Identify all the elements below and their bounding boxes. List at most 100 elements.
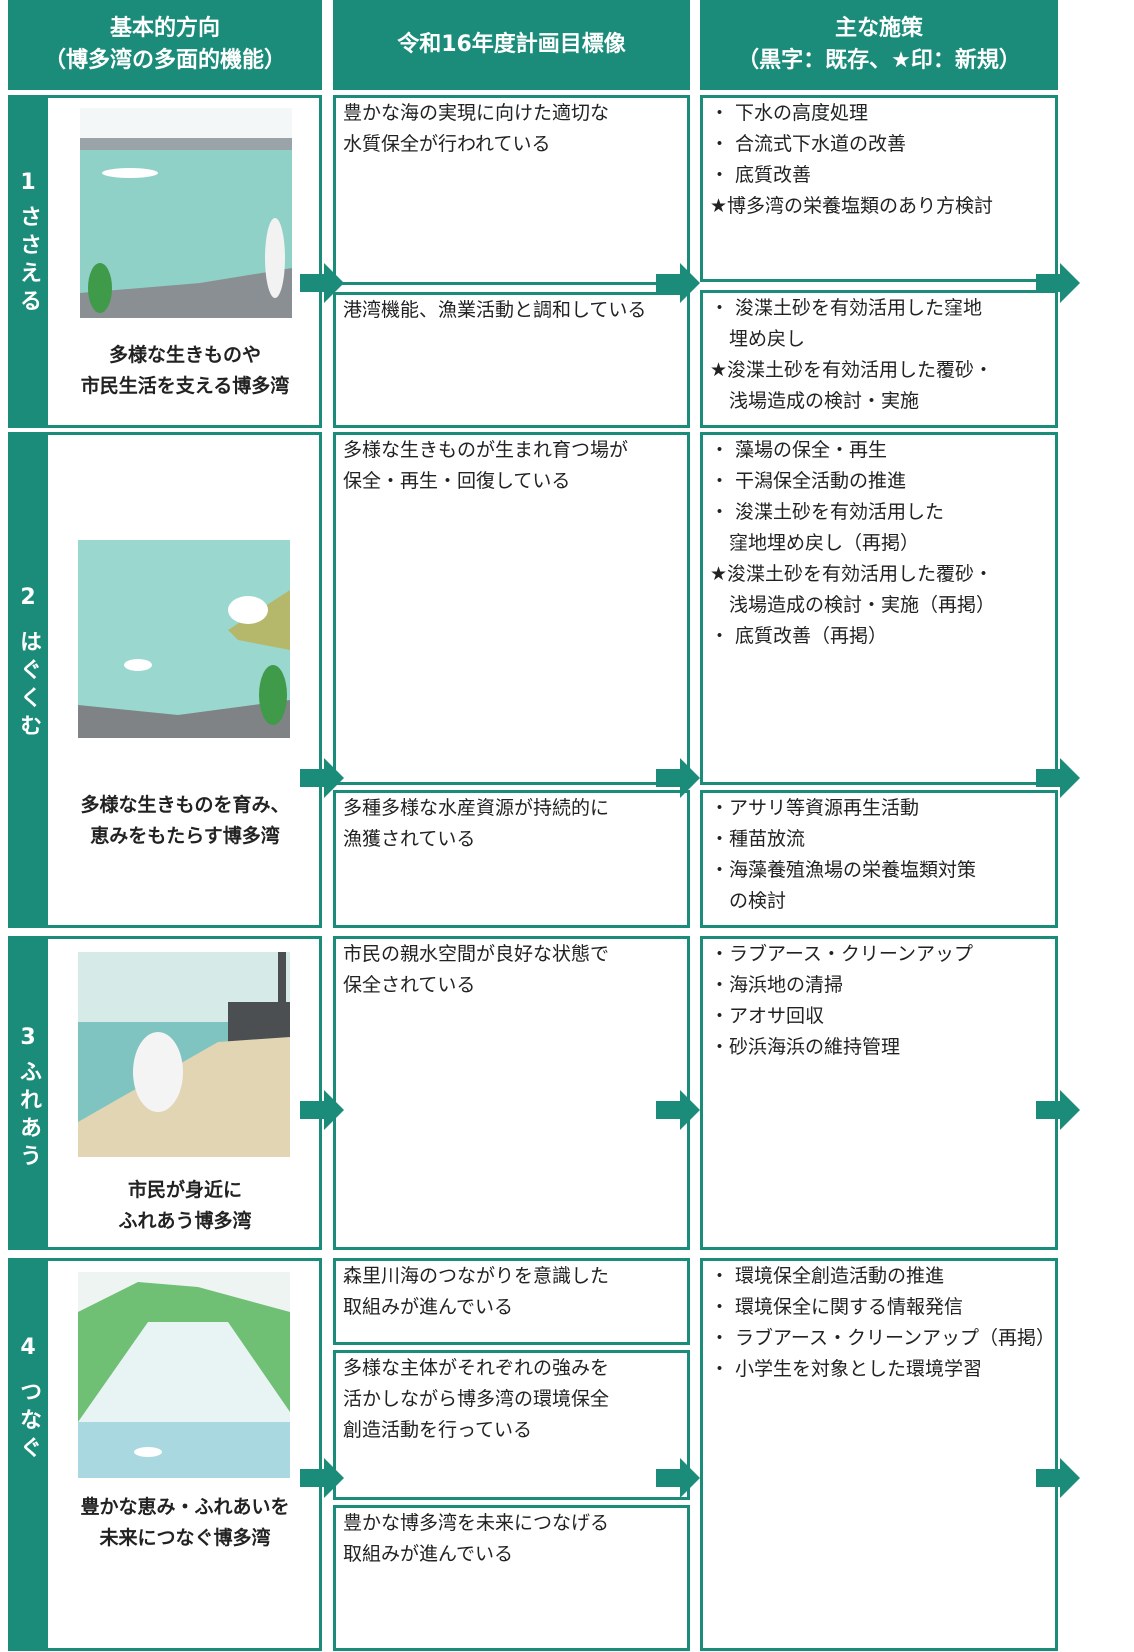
beach [78, 1037, 290, 1157]
measure-text: 窪地埋め戻し（再掲） [710, 532, 920, 554]
goal-box: 森里川海のつながりを意識した 取組みが進んでいる [333, 1258, 690, 1345]
illustration [80, 108, 292, 318]
goal-text: 活かしながら博多湾の環境保全 [343, 1388, 610, 1410]
measure-text: ・ ラブアース・クリーンアップ（再掲） [710, 1327, 1056, 1349]
seabed [80, 268, 292, 318]
caption-line: 市民生活を支える博多湾 [80, 375, 290, 397]
header-text: 令和16年度計画目標像 [397, 32, 626, 57]
row-number: 3 [20, 1025, 36, 1050]
goal-box: 多様な生きものが生まれ育つ場が 保全・再生・回復している [333, 432, 690, 785]
measure-box: ・ 藻場の保全・再生・ 干潟保全活動の推進・ 浚渫土砂を有効活用した 窪地埋め戻… [700, 432, 1058, 785]
goal-text: 漁獲されている [343, 828, 476, 850]
measure-text: ・海浜地の清掃 [710, 974, 844, 996]
goal-text: 保全・再生・回復している [343, 470, 571, 492]
goal-text: 港湾機能、漁業活動と調和している [343, 299, 647, 321]
goal-text: 多様な主体がそれぞれの強みを [343, 1357, 610, 1379]
illustration [78, 952, 290, 1157]
measure-text: ・ 底質改善（再掲） [710, 625, 888, 647]
measure-box: ・ 下水の高度処理・ 合流式下水道の改善・ 底質改善 ★博多湾の栄養塩類のあり方検… [700, 95, 1058, 282]
seaweed [259, 665, 287, 725]
goal-text: 豊かな海の実現に向けた適切な [343, 102, 610, 124]
number-strip [8, 1258, 48, 1651]
caption-line: 多様な生きものや [108, 344, 261, 366]
header-text: （博多湾の多面的機能） [43, 48, 286, 73]
caption-line: 豊かな恵み・ふれあいを [80, 1496, 290, 1518]
measure-text: ・ 環境保全創造活動の推進 [710, 1265, 945, 1287]
goal-text: 水質保全が行われている [343, 133, 551, 155]
measure-text: の検討 [710, 890, 787, 912]
caption: 多様な生きものを育み、 恵みをもたらす博多湾 [48, 790, 322, 852]
measure-text: ・アオサ回収 [710, 1005, 825, 1027]
measure-text: ・ 干潟保全活動の推進 [710, 470, 907, 492]
caption-line: 恵みをもたらす博多湾 [90, 825, 280, 847]
caption-line: 市民が身近に [127, 1179, 242, 1201]
measure-text: ・ 環境保全に関する情報発信 [710, 1296, 964, 1318]
goal-text: 多様な生きものが生まれ育つ場が [343, 439, 629, 461]
measure-text: 浅場造成の検討・実施（再掲） [710, 594, 996, 616]
measure-text: ・ 合流式下水道の改善 [710, 133, 907, 155]
measure-text: ・海藻養殖漁場の栄養塩類対策 [710, 859, 977, 881]
row-label: ささえる [16, 205, 41, 317]
caption-line: ふれあう博多湾 [118, 1210, 252, 1232]
header-text: 基本的方向 [109, 16, 220, 41]
goal-box: 多様な主体がそれぞれの強みを 活かしながら博多湾の環境保全 創造活動を行っている [333, 1350, 690, 1500]
goal-box: 豊かな博多湾を未来につなげる 取組みが進んでいる [333, 1505, 690, 1651]
goal-text: 多種多様な水産資源が持続的に [343, 797, 610, 819]
caption: 多様な生きものや市民生活を支える博多湾 [48, 340, 322, 402]
tower [278, 952, 286, 1012]
measure-text: ・ 藻場の保全・再生 [710, 439, 888, 461]
measure-text: ・ラブアース・クリーンアップ [710, 943, 973, 965]
goal-box: 市民の親水空間が良好な状態で 保全されている [333, 936, 690, 1250]
measure-text: ★浚渫土砂を有効活用した覆砂・ [710, 563, 994, 585]
bird [228, 596, 268, 624]
measure-text: ・ 下水の高度処理 [710, 102, 869, 124]
person [265, 218, 285, 298]
row-label: つなぐ [16, 1380, 41, 1464]
number-strip [8, 936, 48, 1250]
measure-box: ・アサリ等資源再生活動 ・種苗放流・海藻養殖漁場の栄養塩類対策 の検討 [700, 790, 1058, 928]
measure-text: ・ 浚渫土砂を有効活用した [710, 501, 945, 523]
goal-box: 港湾機能、漁業活動と調和している [333, 292, 690, 428]
measure-text: ・アサリ等資源再生活動 [710, 797, 920, 819]
measure-text: ★浚渫土砂を有効活用した覆砂・ [710, 359, 994, 381]
goal-text: 森里川海のつながりを意識した [343, 1265, 610, 1287]
goal-box: 多種多様な水産資源が持続的に 漁獲されている [333, 790, 690, 928]
header-cell: 基本的方向 （博多湾の多面的機能） [8, 0, 322, 90]
goal-text: 創造活動を行っている [343, 1419, 533, 1441]
fish [134, 1447, 162, 1457]
goal-text: 市民の親水空間が良好な状態で [343, 943, 610, 965]
row-number: 2 [20, 585, 36, 610]
caption: 市民が身近に ふれあう博多湾 [48, 1175, 322, 1237]
measure-text: ★博多湾の栄養塩類のあり方検討 [710, 195, 994, 217]
measure-text: ・ 小学生を対象とした環境学習 [710, 1358, 983, 1380]
fish [124, 659, 152, 671]
number-strip [8, 95, 48, 428]
illustration [78, 540, 290, 738]
goal-text: 取組みが進んでいる [343, 1543, 514, 1565]
measure-box: ・ 浚渫土砂を有効活用した窪地 埋め戻し ★浚渫土砂を有効活用した覆砂・ 浅場造成… [700, 290, 1058, 428]
header-text: 主な施策 [834, 16, 923, 41]
goal-text: 取組みが進んでいる [343, 1296, 514, 1318]
measure-text: 埋め戻し [710, 328, 806, 350]
measure-text: 浅場造成の検討・実施 [710, 390, 920, 412]
people [133, 1032, 183, 1112]
skyline [80, 138, 292, 150]
number-strip [8, 432, 48, 928]
goal-text: 豊かな博多湾を未来につなげる [343, 1512, 610, 1534]
water [78, 1422, 290, 1478]
illustration [78, 1272, 290, 1478]
caption-line: 未来につなぐ博多湾 [99, 1527, 271, 1549]
row-number: 1 [20, 170, 36, 195]
measure-text: ・ 浚渫土砂を有効活用した窪地 [710, 297, 983, 319]
caption-line: 多様な生きものを育み、 [80, 794, 290, 816]
caption: 豊かな恵み・ふれあいを 未来につなぐ博多湾 [48, 1492, 322, 1554]
seabed [78, 700, 290, 738]
goal-box: 豊かな海の実現に向けた適切な 水質保全が行われている [333, 95, 690, 285]
header-text: （黒字：既存、★印：新規） [737, 48, 1021, 73]
measure-text: ・種苗放流 [710, 828, 806, 850]
measure-text: ・ 底質改善 [710, 164, 812, 186]
ship [102, 168, 158, 178]
header-cell: 主な施策 （黒字：既存、★印：新規） [700, 0, 1058, 90]
measure-box: ・ 環境保全創造活動の推進・ 環境保全に関する情報発信・ ラブアース・クリーンア… [700, 1258, 1058, 1651]
